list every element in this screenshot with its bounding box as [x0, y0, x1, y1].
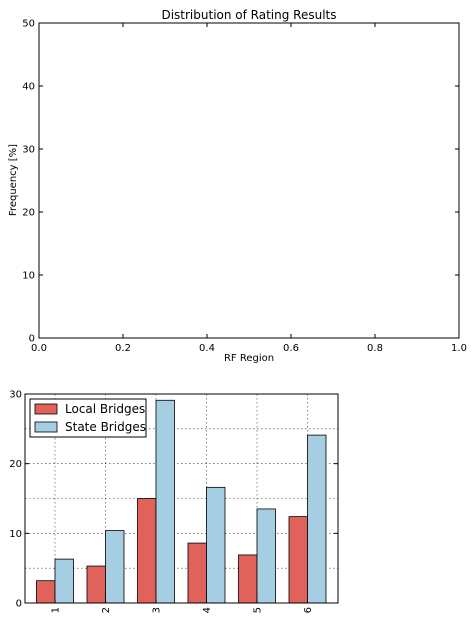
bottom-y-tick-label: 20: [9, 459, 22, 470]
bar-local-bridges: [137, 498, 157, 604]
bottom-x-tick-label: 1: [51, 607, 62, 613]
bottom-y-tick-label: 30: [9, 390, 22, 401]
bar-local-bridges: [288, 516, 308, 604]
legend: Local Bridges State Bridges: [29, 398, 147, 438]
top-x-tick-label: 0.8: [367, 343, 383, 354]
bottom-x-axis: 1 2 3 4 5 6: [51, 599, 314, 613]
top-x-tick-label: 0.4: [199, 343, 215, 354]
bottom-y-axis: 0 10 20 30: [9, 390, 338, 610]
bar-local-bridges: [238, 554, 258, 604]
top-chart-title: Distribution of Rating Results: [161, 8, 336, 22]
top-y-tick-label: 50: [22, 19, 35, 30]
bar-state-bridges: [307, 434, 327, 604]
bottom-bars: [36, 399, 327, 604]
bar-state-bridges: [155, 399, 175, 604]
legend-label-state: State Bridges: [65, 420, 146, 434]
bottom-x-tick-label: 2: [101, 607, 112, 613]
top-x-tick-label: 1.0: [451, 343, 467, 354]
top-y-tick-label: 10: [22, 271, 35, 282]
bar-local-bridges: [187, 542, 207, 604]
bottom-chart: 0 10 20 30 1 2 3 4 5 6 Local Bridges State Bridg…: [9, 390, 339, 613]
bar-local-bridges: [86, 565, 106, 604]
top-y-axis: 0 10 20 30 40 50: [22, 19, 459, 345]
bar-local-bridges: [36, 580, 56, 604]
bar-state-bridges: [256, 508, 276, 604]
top-x-tick-label: 0.0: [31, 343, 47, 354]
top-y-tick-label: 0: [29, 334, 35, 345]
bar-state-bridges: [105, 530, 125, 604]
legend-swatch-local: [34, 403, 58, 415]
top-x-axis-label: RF Region: [224, 353, 274, 364]
legend-label-local: Local Bridges: [65, 402, 145, 416]
top-y-tick-label: 40: [22, 82, 35, 93]
bottom-y-tick-label: 0: [16, 599, 22, 610]
bar-state-bridges: [206, 486, 226, 604]
top-chart: Distribution of Rating Results 0 10 20 30 40…: [8, 8, 467, 364]
top-x-tick-label: 0.2: [115, 343, 131, 354]
bottom-x-tick-label: 4: [202, 607, 213, 613]
bottom-y-tick-label: 10: [9, 529, 22, 540]
bar-state-bridges: [54, 558, 74, 604]
top-plot-area: [38, 22, 460, 339]
legend-swatch-state: [34, 421, 58, 433]
top-x-tick-label: 0.6: [283, 343, 299, 354]
top-y-tick-label: 20: [22, 208, 35, 219]
top-y-axis-label: Frequency [%]: [8, 144, 19, 216]
bottom-x-tick-label: 5: [253, 607, 264, 613]
bottom-x-tick-label: 3: [152, 607, 163, 613]
top-x-axis: 0.0 0.2 0.4 0.6 0.8 1.0: [31, 23, 467, 354]
bottom-x-tick-label: 6: [303, 607, 314, 613]
top-y-tick-label: 30: [22, 145, 35, 156]
bottom-plot-area: [24, 393, 339, 604]
